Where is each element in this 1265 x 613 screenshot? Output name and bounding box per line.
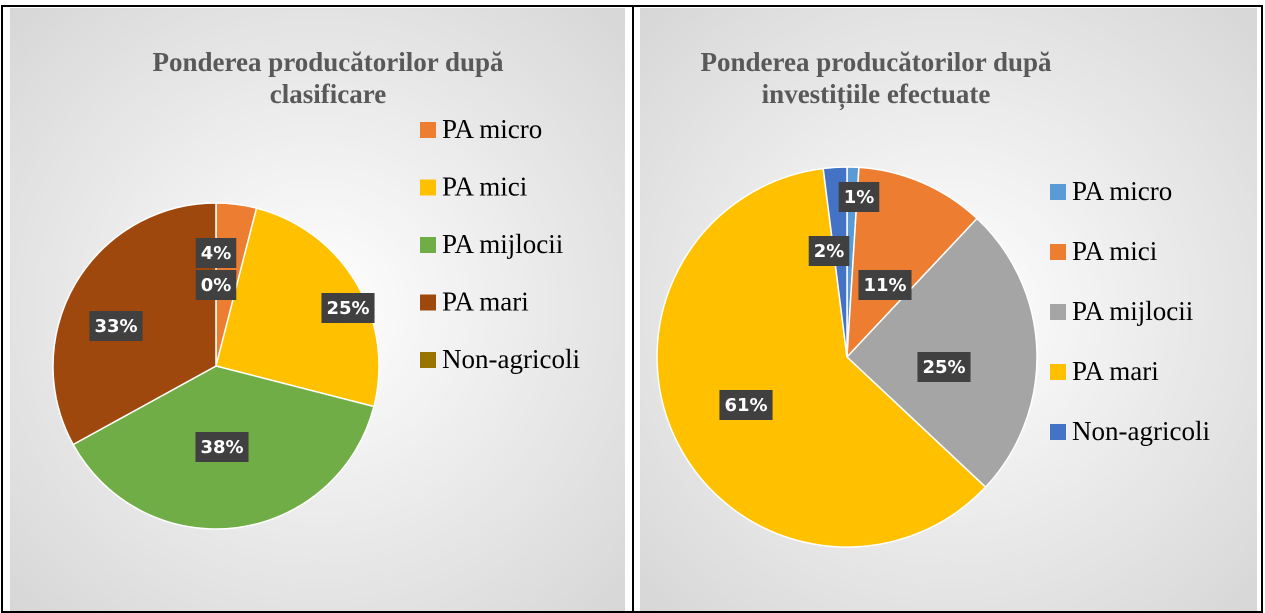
chart-title: investițiile efectuate <box>762 79 991 110</box>
data-label-text: 38% <box>200 437 243 458</box>
data-label-text: 0% <box>201 275 232 296</box>
legend-label: PA mari <box>442 287 529 317</box>
legend-swatch <box>1050 364 1066 380</box>
legend-swatch <box>420 294 436 311</box>
data-label-box <box>719 390 773 420</box>
data-label-box <box>195 238 237 268</box>
data-label-text: 11% <box>863 275 906 296</box>
pie-slice <box>846 166 979 360</box>
data-label-text: 25% <box>326 298 369 319</box>
data-label-text: 25% <box>922 357 965 378</box>
legend-label: PA mici <box>1072 236 1157 266</box>
legend-label: PA mari <box>1072 356 1159 386</box>
pie-slice <box>656 167 987 548</box>
data-label-box <box>89 311 143 341</box>
data-label-text: 61% <box>724 395 767 416</box>
data-label-box <box>195 270 237 300</box>
data-label: 2% <box>808 236 850 266</box>
data-label-box <box>808 236 850 266</box>
legend-label: PA mijlocii <box>1072 296 1193 326</box>
data-label: 61% <box>719 390 773 420</box>
data-label-box <box>321 293 375 323</box>
legend-label: PA mici <box>442 172 527 202</box>
data-label: 11% <box>858 270 912 300</box>
data-label: 33% <box>89 311 143 341</box>
pie-slice <box>215 207 380 408</box>
legend-swatch <box>420 237 436 253</box>
data-label: 4% <box>195 238 237 268</box>
data-label: 1% <box>838 182 880 212</box>
legend-swatch <box>420 352 436 368</box>
legend-swatch <box>420 122 436 138</box>
data-label: 0% <box>195 270 237 300</box>
legend-label: PA micro <box>442 114 542 144</box>
data-label: 38% <box>195 432 249 462</box>
chart-title: Ponderea producătorilor după <box>152 47 504 77</box>
legend-label: Non-agricoli <box>1072 416 1210 446</box>
data-label-text: 2% <box>814 241 845 262</box>
data-label: 25% <box>321 293 375 323</box>
data-label-text: 4% <box>201 243 232 264</box>
legend-swatch <box>1050 244 1066 260</box>
chart-title: Ponderea producătorilor după <box>700 47 1052 77</box>
chart-title: clasificare <box>270 79 386 109</box>
legend-label: PA micro <box>1072 176 1172 206</box>
legend-swatch <box>1050 424 1066 440</box>
legend-swatch <box>1050 184 1066 200</box>
legend-label: PA mijlocii <box>442 229 563 259</box>
data-label-text: 33% <box>94 316 137 337</box>
legend-swatch <box>1050 304 1066 320</box>
data-label-box <box>858 270 912 300</box>
data-label-box <box>917 352 971 382</box>
data-label: 25% <box>917 352 971 382</box>
legend-label: Non-agricoli <box>442 344 580 374</box>
data-label-box <box>195 432 249 462</box>
data-label-text: 1% <box>844 187 875 208</box>
legend-swatch <box>420 179 436 196</box>
data-label-box <box>838 182 880 212</box>
